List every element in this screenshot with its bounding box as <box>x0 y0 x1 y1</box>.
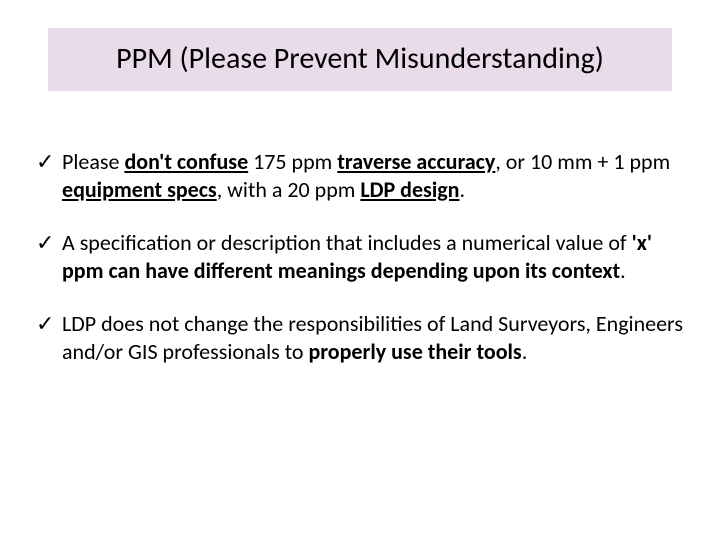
slide: PPM (Please Prevent Misunderstanding) ✓P… <box>0 0 720 540</box>
title-box: PPM (Please Prevent Misunderstanding) <box>48 28 672 91</box>
checkmark-icon: ✓ <box>36 229 62 257</box>
bullet-text: LDP does not change the responsibilities… <box>62 310 684 365</box>
checkmark-icon: ✓ <box>36 310 62 338</box>
checkmark-icon: ✓ <box>36 148 62 176</box>
slide-title: PPM (Please Prevent Misunderstanding) <box>58 42 662 77</box>
bullet-text: Please don't confuse 175 ppm traverse ac… <box>62 148 684 203</box>
bullet-text: A specification or description that incl… <box>62 229 684 284</box>
bullet-item: ✓LDP does not change the responsibilitie… <box>36 310 684 365</box>
bullet-item: ✓A specification or description that inc… <box>36 229 684 284</box>
bullet-item: ✓Please don't confuse 175 ppm traverse a… <box>36 148 684 203</box>
body-area: ✓Please don't confuse 175 ppm traverse a… <box>36 148 684 391</box>
